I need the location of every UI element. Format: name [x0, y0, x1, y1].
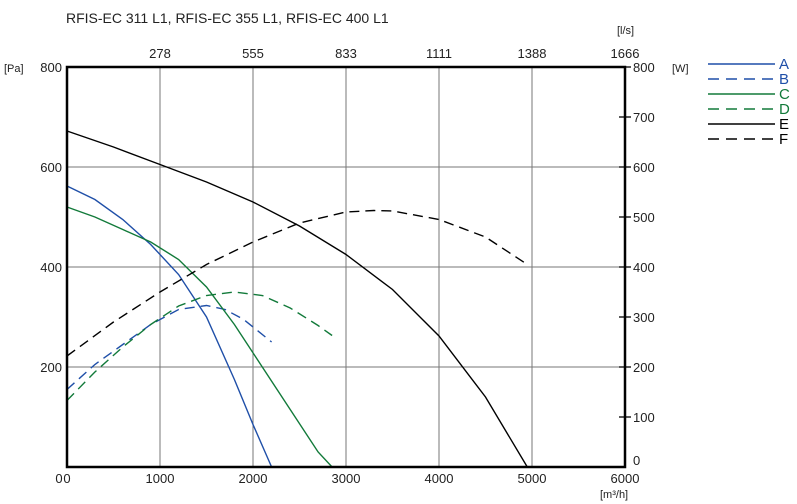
legend-label-b: B — [779, 71, 789, 88]
x-bottom-tick-label: 0 — [63, 471, 70, 486]
legend-label-f: F — [779, 131, 788, 148]
grid — [67, 67, 625, 467]
series-line-f — [66, 209, 528, 357]
x-bottom-tick-label: 5000 — [518, 471, 547, 486]
x-top-tick-label: 1111 — [426, 46, 452, 61]
y-right-tick-label: 0 — [633, 453, 640, 468]
chart-title: RFIS-EC 311 L1, RFIS-EC 355 L1, RFIS-EC … — [66, 10, 389, 26]
series-line-b — [66, 304, 273, 391]
series-line-a — [66, 185, 273, 468]
y-left-tick-label: 800 — [40, 60, 62, 75]
x-top-tick-label: 1666 — [611, 46, 640, 61]
y-right-unit: [W] — [672, 63, 689, 75]
y-right-tick-label: 500 — [633, 210, 655, 225]
legend-label-a: A — [779, 56, 789, 73]
y-left-zero-label: 0 — [55, 471, 62, 486]
y-right-tick-label: 300 — [633, 310, 655, 325]
series-line-c — [66, 206, 333, 468]
y-right-tick-label: 700 — [633, 110, 655, 125]
x-bottom-unit: [m³/h] — [600, 489, 628, 501]
x-top-tick-label: 278 — [149, 46, 171, 61]
y-right-tick-label: 100 — [633, 410, 655, 425]
y-left-tick-label: 200 — [40, 360, 62, 375]
y-left-tick-label: 600 — [40, 160, 62, 175]
x-bottom-tick-label: 4000 — [425, 471, 454, 486]
x-bottom-tick-label: 1000 — [146, 471, 175, 486]
y-right-tick-label: 800 — [633, 60, 655, 75]
x-top-tick-label: 833 — [335, 46, 357, 61]
series-lines — [66, 130, 528, 468]
legend-label-c: C — [779, 86, 790, 103]
x-bottom-tick-label: 2000 — [239, 471, 268, 486]
y-left-tick-label: 400 — [40, 260, 62, 275]
x-bottom-tick-label: 3000 — [332, 471, 361, 486]
series-line-e — [66, 130, 528, 468]
x-top-unit: [l/s] — [617, 25, 634, 37]
y-right-tick-label: 400 — [633, 260, 655, 275]
x-top-tick-label: 555 — [242, 46, 264, 61]
legend-label-d: D — [779, 101, 790, 118]
x-bottom-tick-label: 6000 — [611, 471, 640, 486]
legend-label-e: E — [779, 116, 789, 133]
x-top-tick-label: 1388 — [518, 46, 547, 61]
y-right-tick-label: 600 — [633, 160, 655, 175]
y-left-unit: [Pa] — [4, 63, 24, 75]
series-line-d — [66, 291, 333, 401]
y-right-tick-label: 200 — [633, 360, 655, 375]
